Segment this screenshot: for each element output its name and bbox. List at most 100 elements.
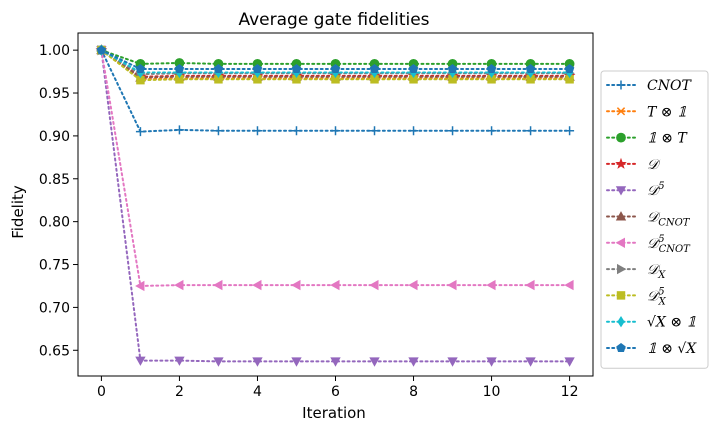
legend-label: 𝒟 <box>647 157 661 173</box>
data-point <box>252 357 263 367</box>
legend-label: √X ⊗ 𝟙 <box>647 315 697 331</box>
data-point <box>252 279 262 291</box>
data-point <box>564 357 575 367</box>
data-point <box>525 64 536 74</box>
data-point <box>447 279 457 291</box>
data-point <box>447 357 458 367</box>
legend-marker <box>616 291 626 300</box>
legend-marker <box>616 132 626 143</box>
legend-marker <box>615 237 625 248</box>
data-point <box>330 357 341 367</box>
plot-area: 0 2 4 6 8 10 12 0.65 0.70 0.75 0.80 0.85 0.90 0.95 1.0… <box>39 32 594 400</box>
data-point <box>135 64 146 74</box>
legend-label: CNOT <box>647 78 692 94</box>
data-point <box>564 279 574 291</box>
legend-item: √X ⊗ 𝟙 <box>606 315 697 331</box>
data-point <box>526 126 536 136</box>
data-point <box>486 64 497 74</box>
data-point <box>174 125 184 135</box>
x-tick-label: 12 <box>561 384 579 400</box>
plot-frame <box>77 32 594 377</box>
legend-marker <box>615 211 627 221</box>
data-point <box>486 357 497 367</box>
data-point <box>408 357 419 367</box>
data-point <box>135 280 145 292</box>
x-tick-label: 10 <box>483 384 501 400</box>
y-tick-label: 0.95 <box>39 86 70 102</box>
data-point <box>447 64 458 74</box>
legend-item: 𝒟5 X <box>606 286 667 307</box>
x-tick-label: 2 <box>175 384 184 400</box>
data-point <box>487 126 497 136</box>
x-tick-label: 4 <box>253 384 262 400</box>
data-point <box>565 126 575 136</box>
x-tick-label: 6 <box>331 384 340 400</box>
x-tick-label: 8 <box>409 384 418 400</box>
legend-label: T ⊗ 𝟙 <box>647 104 687 120</box>
legend-item: CNOT <box>606 78 692 94</box>
data-point <box>525 357 536 367</box>
y-tick-label: 1.00 <box>39 43 70 59</box>
data-point <box>213 357 224 367</box>
legend-marker <box>617 263 627 275</box>
legend-frame <box>600 70 709 369</box>
legend-marker <box>617 316 625 328</box>
legend-item: 𝟙 ⊗ T <box>606 131 688 147</box>
data-point <box>213 64 224 74</box>
data-point <box>174 279 184 291</box>
legend-item: 𝟙 ⊗ √X <box>606 341 697 357</box>
legend-label: 𝒟5 X <box>647 286 667 307</box>
legend-item: 𝒟 <box>606 157 661 173</box>
y-tick-label: 0.85 <box>39 172 70 188</box>
data-point <box>135 356 146 366</box>
data-point <box>135 127 145 137</box>
data-point <box>331 126 340 136</box>
legend-label: 𝟙 ⊗ √X <box>647 341 697 357</box>
data-point <box>369 279 379 291</box>
data-point <box>370 126 380 136</box>
chart-title: Average gate fidelities <box>238 10 429 30</box>
legend-marker <box>616 80 626 90</box>
data-point <box>252 64 263 74</box>
series-line <box>100 49 571 287</box>
y-tick-label: 0.65 <box>39 343 70 359</box>
data-point <box>448 126 458 136</box>
data-point <box>369 357 380 367</box>
data-point <box>330 64 341 74</box>
y-axis-label: Fidelity <box>9 185 27 239</box>
series-4 <box>96 46 575 367</box>
legend-marker <box>615 186 627 196</box>
data-point <box>369 64 380 74</box>
series-line <box>100 49 571 363</box>
y-tick-label: 0.70 <box>39 300 70 316</box>
data-point <box>291 279 301 291</box>
data-point <box>252 126 262 136</box>
data-point <box>525 279 535 291</box>
data-point <box>330 279 340 291</box>
series-6 <box>96 44 574 292</box>
data-point <box>408 279 418 291</box>
data-point <box>486 279 496 291</box>
legend-marker <box>616 343 626 353</box>
data-point <box>564 64 575 74</box>
legend-marker <box>615 157 627 169</box>
data-point <box>291 64 302 74</box>
series-10 <box>96 45 575 74</box>
data-point <box>408 64 419 74</box>
data-point <box>291 126 301 136</box>
legend-label: 𝟙 ⊗ T <box>647 131 688 147</box>
data-point <box>213 126 223 136</box>
data-point <box>174 64 185 74</box>
x-tick-label: 0 <box>97 384 106 400</box>
y-tick-label: 0.80 <box>39 215 70 231</box>
data-point <box>213 279 223 291</box>
data-point <box>291 357 302 367</box>
x-axis-label: Iteration <box>302 404 366 422</box>
y-tick-label: 0.90 <box>39 129 70 145</box>
data-point <box>409 126 419 136</box>
legend-item: T ⊗ 𝟙 <box>606 104 687 120</box>
legend-marker <box>616 107 626 116</box>
data-point <box>96 45 107 55</box>
